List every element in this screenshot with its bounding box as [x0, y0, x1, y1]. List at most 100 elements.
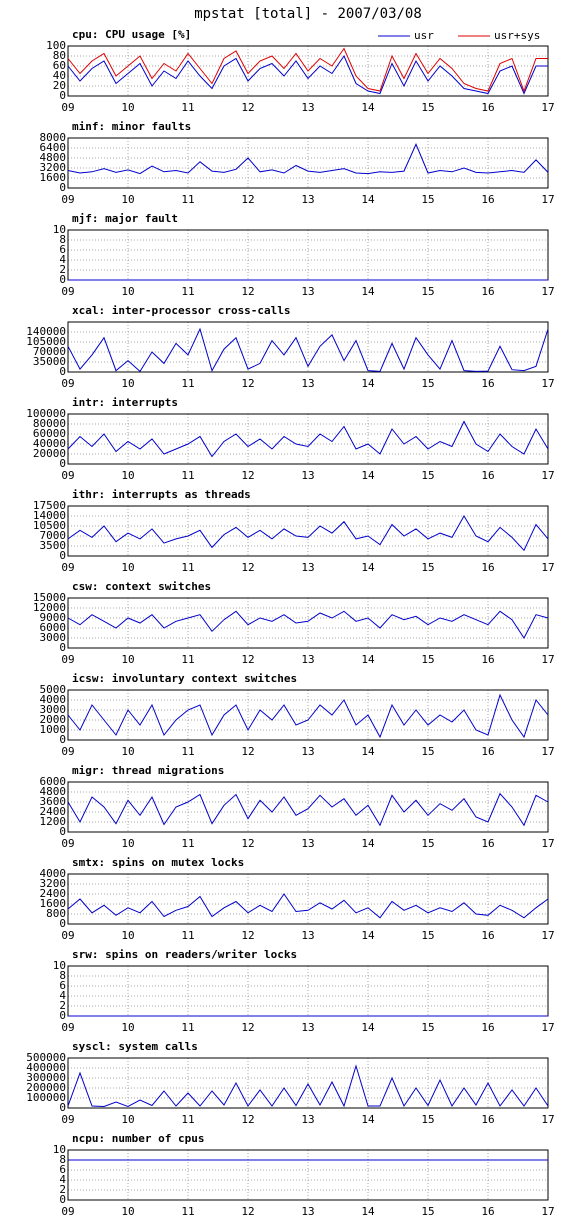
y-tick-label: 10500	[33, 519, 66, 532]
y-tick-label: 2	[59, 1183, 66, 1196]
y-tick-label: 2	[59, 263, 66, 276]
y-tick-label: 800	[46, 907, 66, 920]
x-tick-label: 12	[241, 193, 254, 206]
y-tick-label: 4800	[40, 151, 67, 164]
y-tick-label: 400000	[26, 1061, 66, 1074]
x-tick-label: 14	[361, 1205, 375, 1218]
panel-title: mjf: major fault	[72, 212, 178, 225]
x-tick-label: 10	[121, 193, 134, 206]
x-tick-label: 12	[241, 1021, 254, 1034]
x-tick-label: 09	[61, 561, 74, 574]
x-tick-label: 09	[61, 745, 74, 758]
x-tick-label: 14	[361, 469, 375, 482]
y-tick-label: 0	[59, 273, 66, 286]
y-tick-label: 0	[59, 365, 66, 378]
x-tick-label: 17	[541, 561, 554, 574]
x-tick-label: 14	[361, 1113, 375, 1126]
x-tick-label: 11	[181, 1113, 194, 1126]
x-tick-label: 15	[421, 1021, 434, 1034]
x-tick-label: 14	[361, 377, 375, 390]
series-line	[67, 420, 549, 458]
y-tick-label: 3200	[40, 877, 67, 890]
y-tick-label: 40	[53, 69, 66, 82]
series-line	[67, 610, 549, 639]
x-tick-label: 13	[301, 1205, 314, 1218]
x-tick-label: 10	[121, 1021, 134, 1034]
y-tick-label: 4	[59, 253, 66, 266]
x-tick-label: 09	[61, 101, 74, 114]
y-tick-label: 8	[59, 233, 66, 246]
x-tick-label: 15	[421, 285, 434, 298]
x-tick-label: 13	[301, 929, 314, 942]
y-tick-label: 300000	[26, 1071, 66, 1084]
x-tick-label: 11	[181, 377, 194, 390]
legend-label: usr+sys	[494, 29, 540, 42]
x-tick-label: 12	[241, 285, 254, 298]
x-tick-label: 14	[361, 653, 375, 666]
y-tick-label: 10	[53, 959, 66, 972]
y-tick-label: 6	[59, 1163, 66, 1176]
x-tick-label: 13	[301, 193, 314, 206]
x-tick-label: 09	[61, 653, 74, 666]
x-tick-label: 12	[241, 929, 254, 942]
y-tick-label: 0	[59, 549, 66, 562]
x-tick-label: 11	[181, 469, 194, 482]
y-tick-label: 60	[53, 59, 66, 72]
series-line	[67, 47, 548, 93]
panel-title: intr: interrupts	[72, 396, 178, 409]
panel-title: cpu: CPU usage [%]	[72, 28, 191, 41]
x-tick-label: 11	[181, 929, 194, 942]
x-tick-label: 11	[181, 285, 194, 298]
x-tick-label: 15	[421, 1205, 434, 1218]
x-tick-label: 16	[481, 193, 494, 206]
x-tick-label: 10	[121, 1205, 134, 1218]
y-tick-label: 10	[53, 1143, 66, 1156]
panel-title: migr: thread migrations	[72, 764, 224, 777]
series-line	[67, 54, 548, 95]
y-tick-label: 35000	[33, 355, 66, 368]
x-tick-label: 14	[361, 745, 375, 758]
x-tick-label: 09	[61, 377, 74, 390]
panel-title: minf: minor faults	[72, 120, 191, 133]
x-tick-label: 10	[121, 837, 134, 850]
x-tick-label: 17	[541, 1113, 554, 1126]
x-tick-label: 12	[241, 101, 254, 114]
y-tick-label: 0	[59, 733, 66, 746]
x-tick-label: 10	[121, 561, 134, 574]
x-tick-label: 16	[481, 929, 494, 942]
x-tick-label: 11	[181, 837, 194, 850]
x-tick-label: 15	[421, 837, 434, 850]
y-tick-label: 0	[59, 1009, 66, 1022]
y-tick-label: 0	[59, 181, 66, 194]
x-tick-label: 11	[181, 1021, 194, 1034]
x-tick-label: 16	[481, 101, 494, 114]
y-tick-label: 0	[59, 641, 66, 654]
x-tick-label: 17	[541, 285, 554, 298]
y-tick-label: 0	[59, 89, 66, 102]
x-tick-label: 12	[241, 837, 254, 850]
x-tick-label: 12	[241, 561, 254, 574]
y-tick-label: 12000	[33, 601, 66, 614]
x-tick-label: 10	[121, 929, 134, 942]
x-tick-label: 10	[121, 745, 134, 758]
y-tick-label: 2400	[40, 887, 67, 900]
x-tick-label: 11	[181, 653, 194, 666]
x-tick-label: 13	[301, 1113, 314, 1126]
x-tick-label: 14	[361, 1021, 375, 1034]
y-tick-label: 20	[53, 79, 66, 92]
y-tick-label: 14000	[33, 509, 66, 522]
x-tick-label: 13	[301, 653, 314, 666]
y-tick-label: 2000	[40, 713, 67, 726]
x-tick-label: 14	[361, 285, 375, 298]
series-line	[67, 1064, 549, 1108]
y-tick-label: 1600	[40, 171, 67, 184]
x-tick-label: 13	[301, 561, 314, 574]
x-tick-label: 17	[541, 377, 554, 390]
x-tick-label: 10	[121, 285, 134, 298]
x-tick-label: 15	[421, 469, 434, 482]
y-tick-label: 10	[53, 223, 66, 236]
x-tick-label: 16	[481, 377, 494, 390]
x-tick-label: 12	[241, 377, 254, 390]
y-tick-label: 40000	[33, 437, 66, 450]
